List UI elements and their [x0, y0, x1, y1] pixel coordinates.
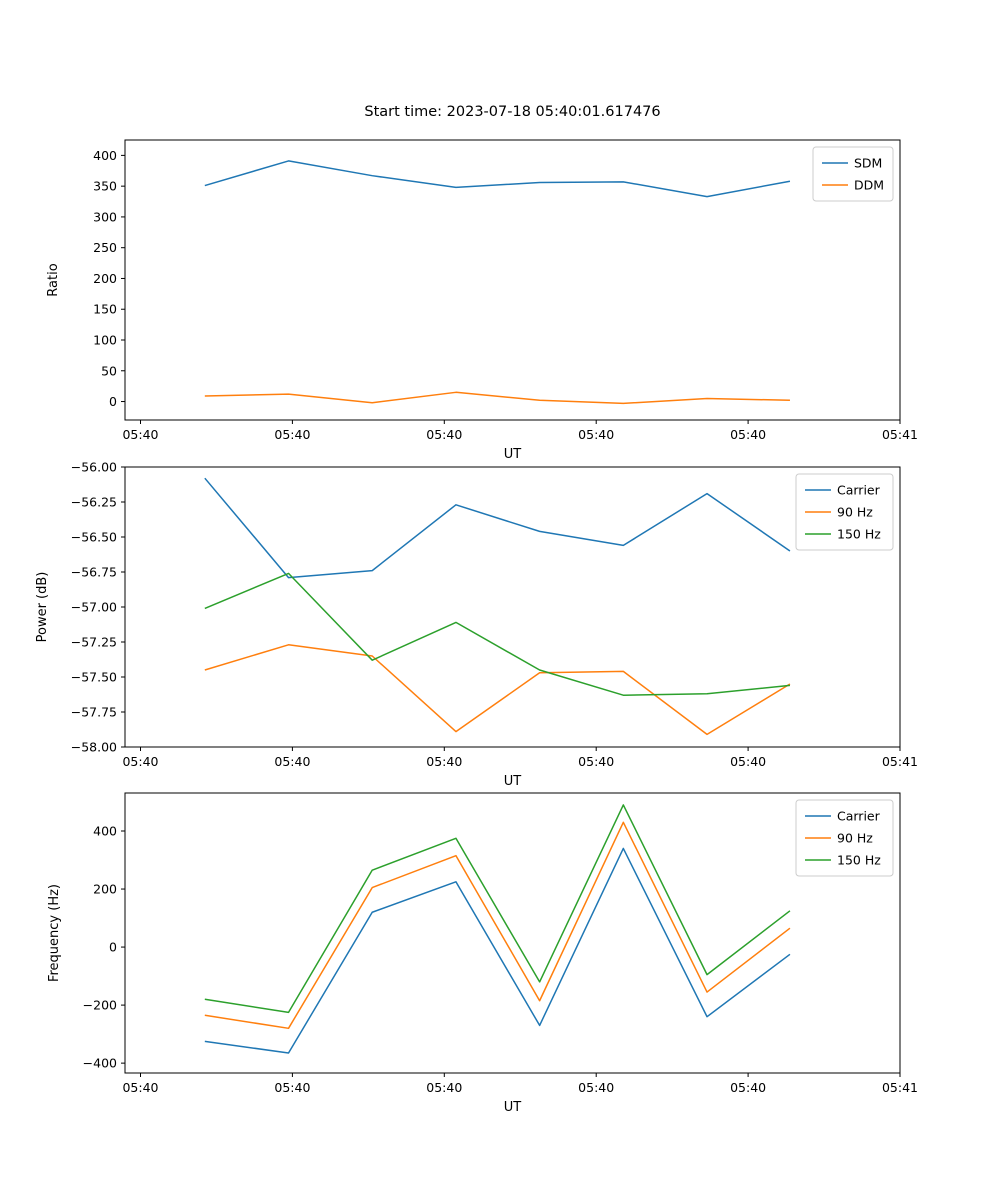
y-tick-label: 150 — [93, 302, 117, 317]
x-tick-label: 05:40 — [122, 427, 158, 442]
x-tick-label: 05:40 — [274, 427, 310, 442]
legend-label: 90 Hz — [837, 831, 873, 846]
legend-label: 150 Hz — [837, 853, 881, 868]
power-chart: 05:40 05:40 05:40 05:40 05:40 05:41 −58.00 −57.… — [0, 457, 1000, 790]
x-axis-label: UT — [504, 1100, 522, 1115]
y-tick-label: 250 — [93, 240, 117, 255]
x-tick-label: 05:40 — [274, 1080, 310, 1095]
legend-label: Carrier — [837, 483, 881, 498]
x-tick-label: 05:40 — [426, 427, 462, 442]
y-tick-label: 0 — [109, 940, 117, 955]
legend-box — [795, 799, 894, 877]
figure-title: Start time: 2023-07-18 05:40:01.617476 — [364, 104, 661, 120]
y-tick-label: −57.00 — [71, 600, 117, 615]
line-150-hz — [204, 572, 791, 696]
x-tick-label: 05:40 — [730, 754, 766, 769]
legend-label: SDM — [854, 156, 882, 171]
y-tick-label: 200 — [93, 271, 117, 286]
line-carrier — [204, 477, 791, 579]
line-sdm — [204, 160, 791, 198]
y-axis-label: Frequency (Hz) — [47, 884, 62, 982]
line-carrier — [204, 847, 791, 1054]
x-tick-label: 05:41 — [882, 427, 918, 442]
line-ddm — [204, 391, 790, 405]
ratio-chart-canvas: 05:40 05:40 05:40 05:40 05:40 05:41 0 50 100 150 2… — [46, 139, 918, 462]
y-tick-label: −200 — [83, 998, 117, 1013]
legend-label: DDM — [854, 178, 884, 193]
x-tick-label: 05:40 — [426, 1080, 462, 1095]
y-tick-label: 350 — [93, 179, 117, 194]
ratio-chart: 05:40 05:40 05:40 05:40 05:40 05:41 0 50 100 150 2… — [0, 130, 1000, 462]
x-tick-label: 05:40 — [426, 754, 462, 769]
axes-box — [124, 139, 901, 421]
legend-label: 150 Hz — [837, 527, 881, 542]
line-150-hz — [204, 804, 791, 1014]
x-tick-label: 05:41 — [882, 754, 918, 769]
line-90-hz — [204, 644, 791, 736]
x-tick-label: 05:41 — [882, 1080, 918, 1095]
x-tick-label: 05:40 — [578, 754, 614, 769]
y-tick-label: −57.75 — [71, 705, 117, 720]
x-tick-label: 05:40 — [578, 427, 614, 442]
x-tick-label: 05:40 — [274, 754, 310, 769]
y-tick-label: 400 — [93, 148, 117, 163]
legend-box — [795, 473, 894, 551]
x-tick-label: 05:40 — [730, 1080, 766, 1095]
y-tick-label: −56.75 — [71, 565, 117, 580]
y-tick-label: −56.25 — [71, 495, 117, 510]
x-tick-label: 05:40 — [122, 1080, 158, 1095]
x-axis-label: UT — [504, 774, 522, 789]
y-tick-label: −56.00 — [71, 460, 117, 475]
y-tick-label: 400 — [93, 824, 117, 839]
y-axis-label: Ratio — [46, 263, 61, 296]
legend-box — [812, 146, 894, 202]
x-tick-label: 05:40 — [122, 754, 158, 769]
y-tick-label: 300 — [93, 209, 117, 224]
y-tick-label: −57.50 — [71, 670, 117, 685]
y-tick-label: 200 — [93, 882, 117, 897]
axes-box — [124, 466, 901, 748]
y-tick-label: 100 — [93, 333, 117, 348]
power-chart-canvas: 05:40 05:40 05:40 05:40 05:40 05:41 −58.00 −57.… — [35, 460, 918, 790]
y-tick-label: 50 — [101, 363, 117, 378]
axes-box — [124, 792, 901, 1074]
frequency-chart-canvas: 05:40 05:40 05:40 05:40 05:40 05:41 −400 −200 0 2… — [47, 792, 918, 1115]
legend-label: 90 Hz — [837, 505, 873, 520]
y-tick-label: −58.00 — [71, 740, 117, 755]
x-tick-label: 05:40 — [578, 1080, 614, 1095]
legend-label: Carrier — [837, 809, 881, 824]
y-tick-label: −57.25 — [71, 635, 117, 650]
x-tick-label: 05:40 — [730, 427, 766, 442]
x-axis-label: UT — [504, 447, 522, 462]
line-90-hz — [204, 821, 791, 1030]
y-axis-label: Power (dB) — [35, 572, 50, 643]
y-tick-label: −400 — [83, 1056, 117, 1071]
y-tick-label: −56.50 — [71, 530, 117, 545]
frequency-chart: 05:40 05:40 05:40 05:40 05:40 05:41 −400 −200 0 2… — [0, 783, 1000, 1115]
y-tick-label: 0 — [109, 394, 117, 409]
